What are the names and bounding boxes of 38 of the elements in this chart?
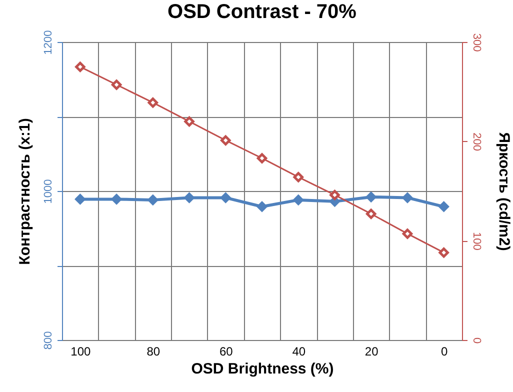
point — [148, 97, 158, 108]
x-tick-label: 100 — [70, 344, 92, 358]
point — [402, 228, 413, 239]
y2-tick-label: 100 — [470, 232, 482, 250]
point — [184, 192, 194, 203]
point — [330, 190, 340, 200]
point — [438, 247, 449, 258]
y2-tick-label: 0 — [470, 337, 482, 344]
x-axis-title: OSD Brightness (%) — [191, 360, 334, 378]
point — [256, 202, 268, 212]
point — [111, 80, 122, 90]
y2-tick-label: 300 — [470, 33, 482, 52]
y-tick-label: 1000 — [42, 179, 54, 204]
point — [293, 172, 304, 182]
point — [148, 194, 158, 206]
point — [220, 135, 231, 146]
point — [293, 194, 304, 206]
point — [75, 194, 86, 204]
point — [184, 116, 194, 127]
y2-axis-title: Яркость (cd/m2) — [496, 132, 512, 251]
x-tick-label: 60 — [219, 344, 234, 358]
point — [256, 153, 268, 164]
point — [366, 192, 376, 202]
y2-tick-label: 200 — [470, 132, 482, 152]
y-tick-label: 800 — [42, 331, 54, 350]
point — [75, 62, 86, 72]
chart-title: OSD Contrast - 70% — [168, 0, 357, 23]
x-tick-label: 20 — [364, 344, 379, 358]
point — [111, 194, 122, 204]
point — [366, 208, 376, 219]
x-tick-label: 40 — [292, 344, 306, 358]
point — [402, 192, 413, 203]
x-tick-label: 80 — [146, 344, 160, 358]
x-tick-label: 0 — [440, 344, 448, 358]
y-axis-title: Контрастность (x:1) — [16, 118, 34, 265]
y-tick-label: 1200 — [42, 30, 54, 55]
point — [438, 202, 449, 212]
point — [220, 192, 231, 203]
